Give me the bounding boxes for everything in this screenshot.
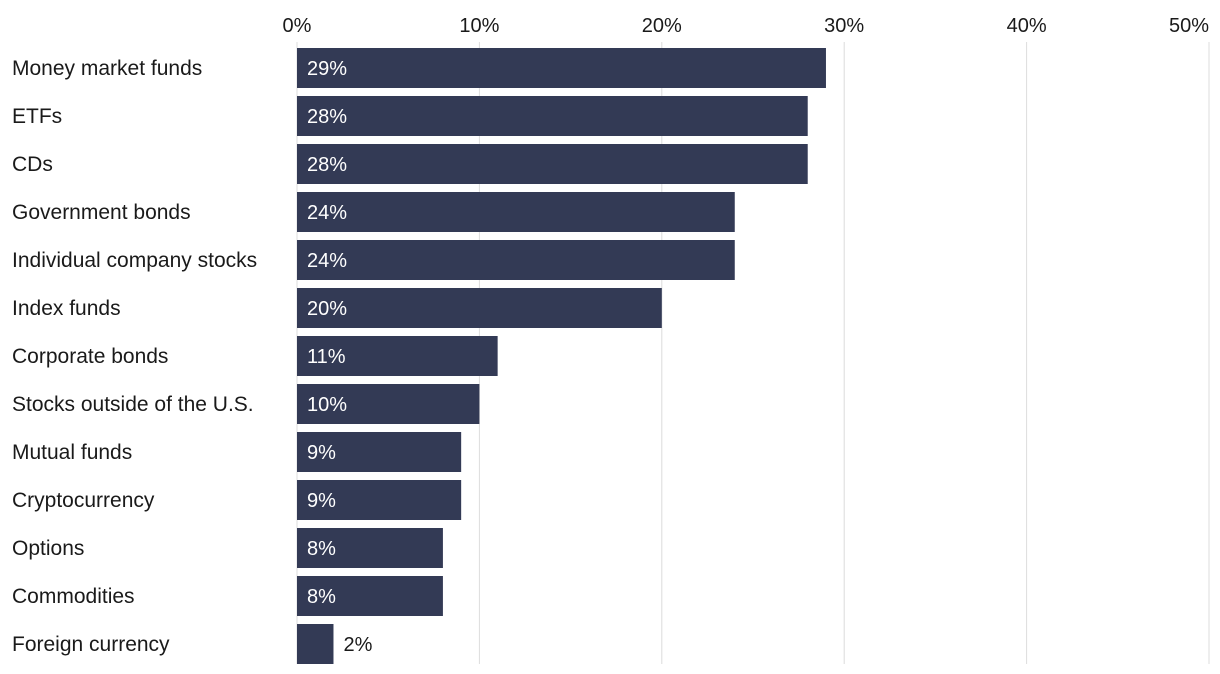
data-label: 8% — [307, 586, 336, 608]
bar — [297, 288, 662, 328]
bar — [297, 48, 826, 88]
data-label: 2% — [343, 634, 372, 656]
category-label: Cryptocurrency — [12, 489, 155, 512]
category-label: Money market funds — [12, 57, 202, 80]
category-label: Options — [12, 537, 84, 560]
data-labels: 29% 28% 28% 24% 24% 20% 11% 10% 9% 9% 8% 8% 2% — [307, 58, 373, 656]
category-label: Index funds — [12, 297, 121, 320]
x-tick-label: 20% — [642, 15, 682, 37]
bars — [297, 48, 826, 664]
bar — [297, 576, 443, 616]
data-label: 8% — [307, 538, 336, 560]
category-label: Foreign currency — [12, 633, 170, 656]
bar — [297, 432, 462, 472]
x-tick-label: 10% — [459, 15, 499, 37]
x-tick-label: 0% — [283, 15, 312, 37]
data-label: 10% — [307, 394, 347, 416]
x-tick-label: 50% — [1169, 15, 1209, 37]
data-label: 20% — [307, 298, 347, 320]
data-label: 24% — [307, 202, 347, 224]
data-label: 24% — [307, 250, 347, 272]
category-labels: Money market funds ETFs CDs Government bond… — [12, 57, 257, 656]
data-label: 11% — [307, 346, 346, 368]
data-label: 9% — [307, 490, 336, 512]
x-axis-ticks: 0% 10% 20% 30% 40% 50% — [283, 15, 1210, 37]
category-label: Mutual funds — [12, 441, 132, 464]
data-label: 28% — [307, 154, 347, 176]
bar — [297, 336, 498, 376]
category-label: Individual company stocks — [12, 249, 257, 272]
category-label: CDs — [12, 153, 53, 176]
data-label: 29% — [307, 58, 347, 80]
data-label: 28% — [307, 106, 347, 128]
category-label: Government bonds — [12, 201, 191, 224]
category-label: Commodities — [12, 585, 135, 608]
x-tick-label: 40% — [1007, 15, 1047, 37]
bar — [297, 480, 462, 520]
category-label: Corporate bonds — [12, 345, 168, 368]
category-label: ETFs — [12, 105, 62, 128]
bar — [297, 624, 334, 664]
bar — [297, 192, 735, 232]
x-tick-label: 30% — [824, 15, 864, 37]
bar — [297, 96, 808, 136]
bar — [297, 144, 808, 184]
bar — [297, 240, 735, 280]
bar — [297, 528, 443, 568]
bar — [297, 384, 480, 424]
data-label: 9% — [307, 442, 336, 464]
category-label: Stocks outside of the U.S. — [12, 393, 254, 416]
